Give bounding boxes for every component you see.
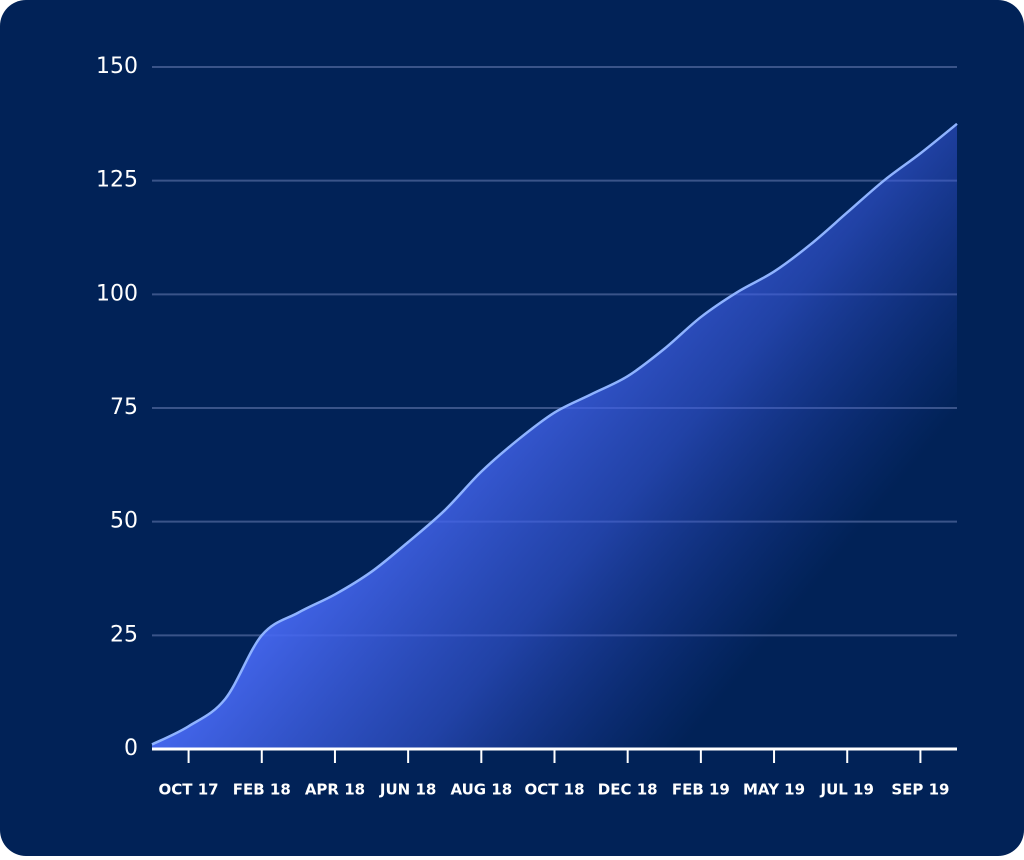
x-tick-label: APR 18 <box>305 781 365 799</box>
y-tick-label: 125 <box>96 168 138 193</box>
x-tick-label: JUN 18 <box>379 781 436 799</box>
y-tick-label: 25 <box>110 622 138 647</box>
line <box>151 122 958 746</box>
area <box>152 123 957 750</box>
y-tick-label: 50 <box>110 509 138 534</box>
y-tick-label: 100 <box>96 281 138 306</box>
x-tick-label: OCT 17 <box>159 781 219 799</box>
x-tick-label: AUG 18 <box>450 781 512 799</box>
x-tick-label: FEB 19 <box>672 781 730 799</box>
y-tick-label: 150 <box>96 54 138 79</box>
x-tick-label: OCT 18 <box>524 781 584 799</box>
x-tick-label: SEP 19 <box>891 781 949 799</box>
x-tick-label: FEB 18 <box>233 781 291 799</box>
y-tick-label: 75 <box>110 395 138 420</box>
x-tick-label: DEC 18 <box>598 781 658 799</box>
x-tick-label: MAY 19 <box>743 781 805 799</box>
y-tick-label: 0 <box>124 736 138 761</box>
x-tick-label: JUL 19 <box>820 781 874 799</box>
